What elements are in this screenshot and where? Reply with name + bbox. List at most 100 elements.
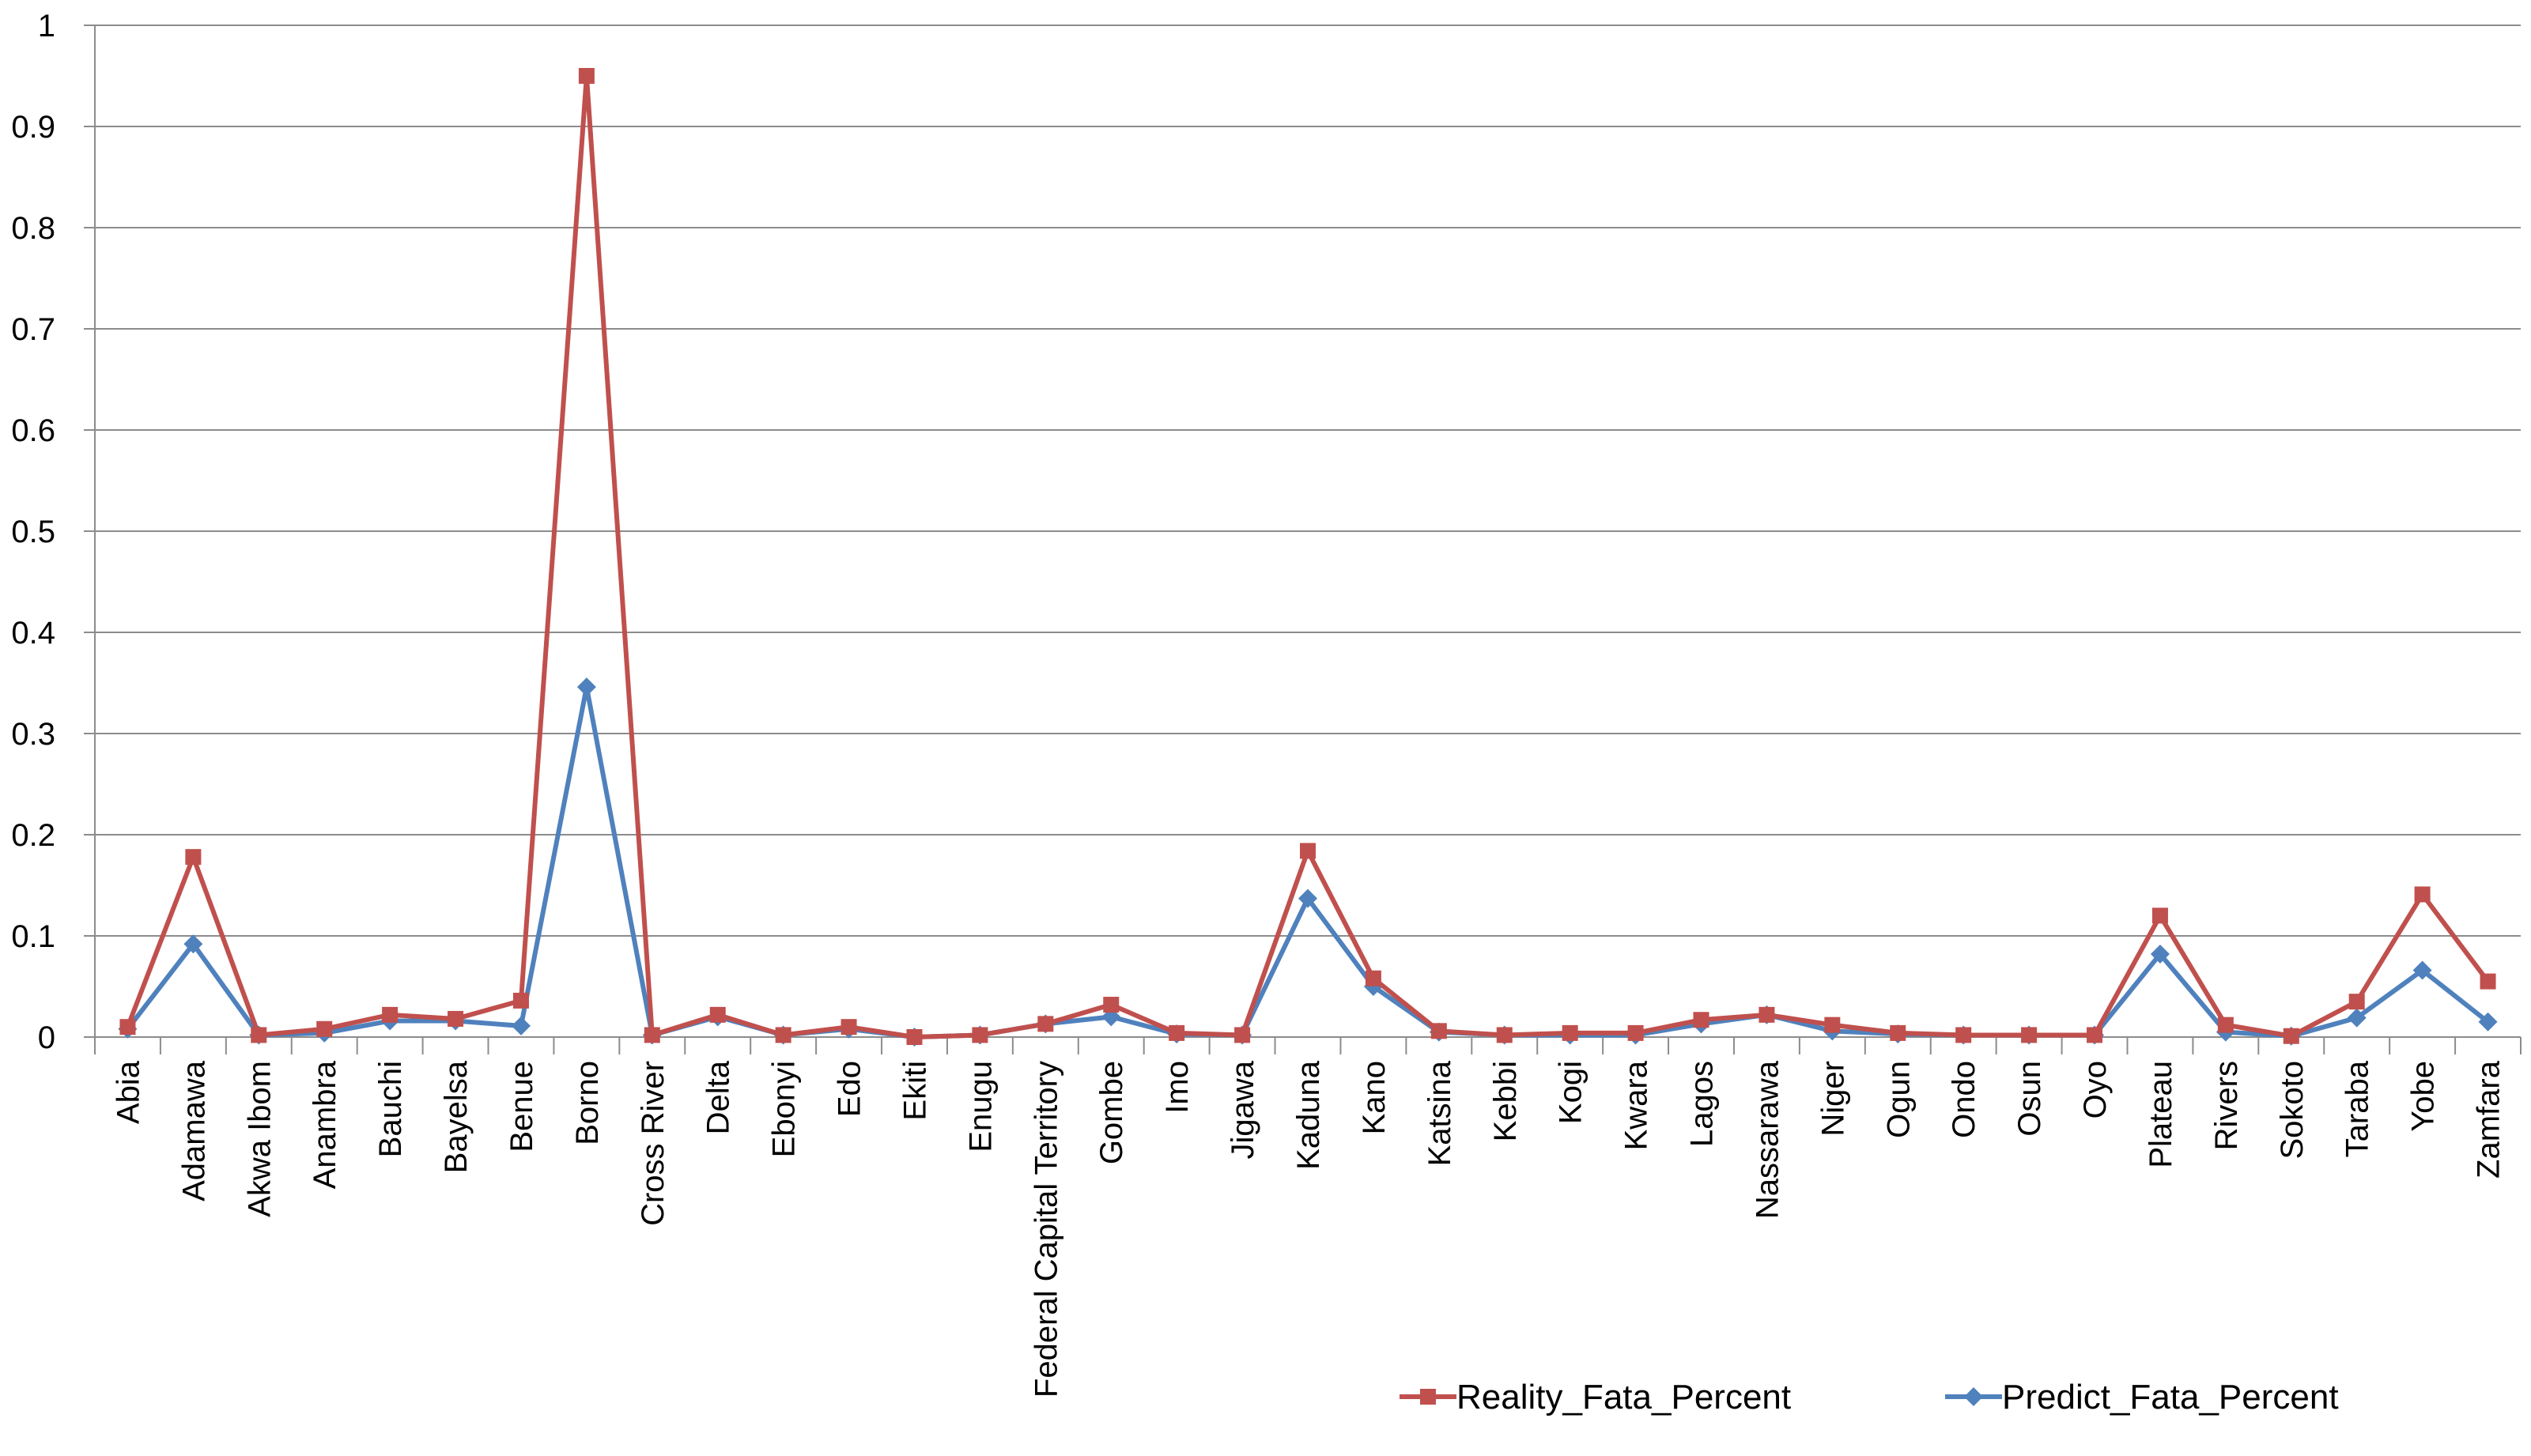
x-tick-label: Kwara — [1619, 1060, 1654, 1150]
y-tick-label: 0.2 — [11, 818, 55, 853]
series-line — [126, 685, 2490, 1039]
x-tick-label: Kebbi — [1488, 1061, 1523, 1141]
data-point — [511, 1016, 531, 1035]
data-point — [1103, 997, 1120, 1013]
x-tick-label: Zamfara — [2472, 1060, 2506, 1179]
data-point — [1169, 1024, 1185, 1041]
data-point — [2150, 945, 2170, 964]
data-point — [841, 1019, 857, 1035]
data-point — [1627, 1024, 1644, 1041]
data-point — [644, 1027, 660, 1043]
data-point — [576, 677, 596, 697]
x-tick-label: Adamawa — [176, 1060, 211, 1201]
x-tick-label: Ondo — [1947, 1061, 1981, 1138]
x-tick-label: Osun — [2012, 1061, 2047, 1137]
x-tick-label: Kano — [1357, 1061, 1392, 1134]
y-tick-label: 0.4 — [11, 616, 55, 651]
x-tick-label: Bayelsa — [439, 1060, 474, 1173]
x-tick-label: Akwa Ibom — [242, 1061, 277, 1217]
data-point — [2480, 973, 2496, 990]
x-tick-label: Kaduna — [1291, 1060, 1326, 1170]
y-tick-label: 0 — [38, 1020, 55, 1055]
y-tick-label: 0.5 — [11, 515, 55, 549]
x-tick-label: Niger — [1815, 1061, 1850, 1137]
x-tick-label: Oyo — [2078, 1061, 2113, 1118]
legend-marker — [1964, 1387, 1983, 1406]
data-point — [1890, 1024, 1906, 1041]
data-point — [1824, 1017, 1841, 1033]
y-tick-label: 0.9 — [11, 110, 55, 145]
y-tick-labels: 0 0.1 0.2 0.3 0.4 0.5 0.6 0.7 0.8 0.9 1 — [11, 9, 55, 1055]
data-point — [512, 992, 529, 1009]
data-point — [1758, 1006, 1775, 1023]
data-point — [1037, 1016, 1054, 1032]
data-point — [1562, 1024, 1578, 1041]
legend-item: Predict_Fata_Percent — [1945, 1378, 2339, 1416]
data-point — [183, 934, 203, 954]
x-tick-label: Anambra — [308, 1060, 342, 1189]
y-tick-label: 0.3 — [11, 717, 55, 752]
x-tick-label: Rivers — [2209, 1061, 2244, 1150]
data-point — [448, 1010, 464, 1027]
data-point — [906, 1029, 923, 1045]
data-point — [2347, 1008, 2367, 1028]
x-tick-label: Lagos — [1685, 1061, 1720, 1147]
data-point — [2414, 886, 2431, 903]
x-tick-label: Federal Capital Territory — [1029, 1061, 1063, 1398]
data-point — [2087, 1027, 2103, 1043]
x-tick-label: Abia — [111, 1060, 145, 1124]
x-tick-label: Edo — [833, 1061, 867, 1117]
data-point — [1496, 1027, 1513, 1043]
data-point — [2348, 994, 2365, 1010]
x-tick-label: Plateau — [2144, 1061, 2178, 1168]
x-tick-label: Enugu — [963, 1061, 998, 1152]
x-tick-label: Cross River — [636, 1061, 671, 1226]
data-point — [316, 1020, 333, 1037]
x-tick-label: Jigawa — [1226, 1060, 1260, 1159]
x-tick-labels: Abia Adamawa Akwa Ibom Anambra Bauchi Bayelsa… — [111, 1060, 2506, 1398]
x-tick-label: Nassarawa — [1750, 1060, 1785, 1219]
data-point — [578, 68, 595, 84]
data-point — [1365, 970, 1381, 986]
data-point — [2478, 1012, 2498, 1032]
y-tick-label: 1 — [38, 9, 55, 43]
x-tick-label: Imo — [1160, 1061, 1195, 1114]
data-point — [382, 1006, 399, 1023]
data-point — [972, 1027, 988, 1043]
x-tick-label: Delta — [701, 1060, 736, 1134]
data-point — [2217, 1017, 2234, 1033]
data-point — [2412, 960, 2432, 980]
x-tick-label: Kogi — [1554, 1061, 1588, 1124]
data-point — [1955, 1027, 1972, 1043]
x-tick-label: Taraba — [2340, 1060, 2375, 1157]
x-tick-label: Gombe — [1094, 1061, 1129, 1164]
x-tick-label: Ekiti — [897, 1061, 932, 1121]
data-point — [775, 1027, 791, 1043]
legend-label: Reality_Fata_Percent — [1456, 1378, 1791, 1416]
gridlines — [95, 25, 2521, 937]
series — [118, 68, 2498, 1047]
data-point — [119, 1019, 136, 1035]
data-point — [1430, 1023, 1447, 1039]
y-tick-label: 0.6 — [11, 413, 55, 448]
data-point — [1300, 843, 1316, 859]
x-tick-label: Yobe — [2406, 1061, 2441, 1132]
data-point — [1234, 1027, 1251, 1043]
x-tick-label: Borno — [570, 1061, 605, 1145]
data-point — [251, 1027, 267, 1043]
x-tick-label: Ogun — [1881, 1061, 1916, 1138]
x-tick-label: Sokoto — [2275, 1061, 2310, 1160]
series-Reality_Fata_Percent — [119, 68, 2496, 1045]
data-point — [1298, 888, 1317, 908]
axes — [84, 25, 2522, 1054]
data-point — [2021, 1027, 2038, 1043]
x-tick-label: Benue — [504, 1061, 539, 1152]
legend-item: Reality_Fata_Percent — [1400, 1378, 1791, 1416]
data-point — [185, 849, 202, 866]
y-tick-label: 0.1 — [11, 919, 55, 954]
legend-marker — [1420, 1389, 1436, 1405]
data-point — [2151, 907, 2168, 924]
data-point — [1693, 1012, 1709, 1028]
